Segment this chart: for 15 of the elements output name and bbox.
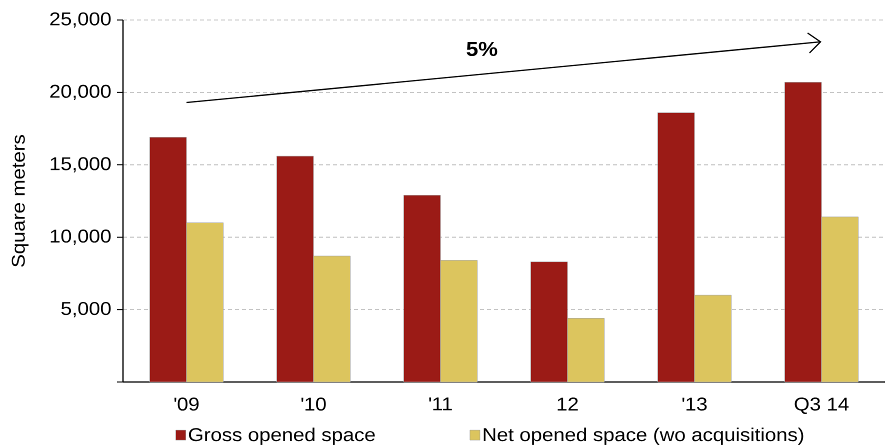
x-tick-label: '09 (174, 398, 199, 411)
y-tick-label: 10,000 (50, 230, 111, 245)
x-tick-label: Q3 14 (794, 398, 849, 414)
y-axis-title: Square meters (12, 135, 29, 267)
x-tick-label: 12 (558, 398, 578, 410)
y-tick-label: 20,000 (50, 84, 111, 100)
annotation: 5% (466, 42, 498, 56)
x-tick-label: '10 (301, 398, 326, 411)
y-tick-label: 15,000 (50, 157, 111, 172)
y-tick-label: 25,000 (50, 12, 111, 28)
legend-label: Gross opened space (188, 428, 375, 445)
y-tick-label: 5,000 (61, 302, 111, 318)
x-tick-label: '11 (429, 398, 452, 410)
x-tick-label: '13 (682, 398, 707, 411)
legend-label: Net opened space (wo acquisitions) (484, 428, 804, 445)
